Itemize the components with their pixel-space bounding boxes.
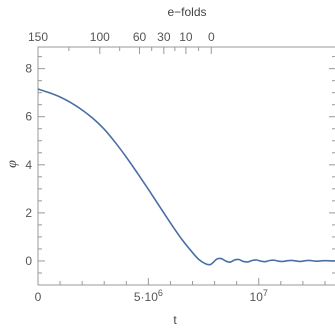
plot-frame <box>37 46 335 286</box>
y-tick-label: 0 <box>25 254 32 268</box>
y-tick-label: 8 <box>25 62 32 76</box>
top-tick-label: 10 <box>179 30 193 44</box>
x-axis-title: t <box>173 313 177 327</box>
y-tick-label: 6 <box>25 110 32 124</box>
top-tick-label: 100 <box>90 30 110 44</box>
y-tick-label: 4 <box>25 158 32 172</box>
y-tick-label: 2 <box>25 206 32 220</box>
top-axis-title: e−folds <box>167 5 206 19</box>
y-axis-title: φ <box>5 160 20 168</box>
top-tick-label: 60 <box>133 30 147 44</box>
top-tick-label: 150 <box>28 30 48 44</box>
x-tick-label: 5·106 <box>134 288 163 304</box>
series-line <box>37 88 335 266</box>
top-tick-label: 0 <box>208 30 215 44</box>
x-tick-label: 107 <box>250 288 268 304</box>
x-tick-label: 0 <box>35 290 42 304</box>
top-tick-label: 30 <box>157 30 171 44</box>
